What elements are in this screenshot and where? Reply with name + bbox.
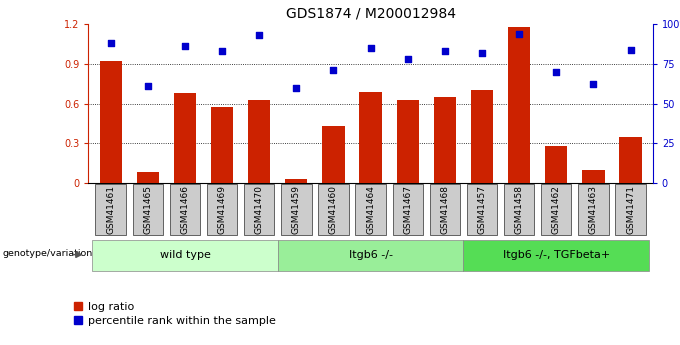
- Bar: [322, 126, 345, 183]
- Point: [180, 43, 190, 49]
- Bar: [545, 146, 567, 183]
- Point: [551, 69, 562, 75]
- FancyBboxPatch shape: [277, 240, 464, 271]
- Bar: [360, 92, 381, 183]
- Bar: [248, 100, 271, 183]
- FancyBboxPatch shape: [92, 240, 277, 271]
- Point: [625, 47, 636, 52]
- Bar: [211, 108, 233, 183]
- FancyBboxPatch shape: [356, 184, 386, 235]
- Bar: [285, 179, 307, 183]
- Text: GSM41470: GSM41470: [255, 185, 264, 234]
- FancyBboxPatch shape: [392, 184, 423, 235]
- Point: [142, 83, 153, 89]
- Point: [588, 82, 599, 87]
- Point: [477, 50, 488, 56]
- Bar: [99, 61, 122, 183]
- Text: GSM41457: GSM41457: [477, 185, 486, 234]
- Bar: [396, 100, 419, 183]
- Point: [403, 56, 413, 62]
- Text: GSM41469: GSM41469: [218, 185, 226, 234]
- Point: [217, 48, 228, 54]
- Legend: log ratio, percentile rank within the sample: log ratio, percentile rank within the sa…: [73, 302, 276, 326]
- FancyBboxPatch shape: [170, 184, 200, 235]
- FancyBboxPatch shape: [207, 184, 237, 235]
- Text: GSM41461: GSM41461: [106, 185, 115, 234]
- Bar: [582, 170, 605, 183]
- Text: wild type: wild type: [160, 250, 210, 259]
- FancyBboxPatch shape: [281, 184, 311, 235]
- Text: GSM41464: GSM41464: [366, 185, 375, 234]
- Bar: [471, 90, 493, 183]
- Text: GSM41466: GSM41466: [180, 185, 190, 234]
- Text: GSM41460: GSM41460: [329, 185, 338, 234]
- Point: [291, 85, 302, 90]
- FancyBboxPatch shape: [244, 184, 275, 235]
- Bar: [508, 27, 530, 183]
- FancyBboxPatch shape: [466, 184, 497, 235]
- Text: GSM41468: GSM41468: [441, 185, 449, 234]
- Bar: [174, 93, 196, 183]
- Point: [439, 48, 450, 54]
- Point: [365, 45, 376, 51]
- Point: [105, 40, 116, 46]
- Point: [328, 67, 339, 73]
- Text: GSM41465: GSM41465: [143, 185, 152, 234]
- FancyBboxPatch shape: [430, 184, 460, 235]
- Text: GSM41462: GSM41462: [551, 185, 561, 234]
- Bar: [619, 137, 642, 183]
- Bar: [434, 97, 456, 183]
- Bar: [137, 172, 159, 183]
- Point: [254, 32, 265, 38]
- Text: GSM41458: GSM41458: [515, 185, 524, 234]
- Text: GSM41459: GSM41459: [292, 185, 301, 234]
- FancyBboxPatch shape: [615, 184, 646, 235]
- Text: Itgb6 -/-: Itgb6 -/-: [349, 250, 392, 259]
- FancyBboxPatch shape: [464, 240, 649, 271]
- FancyBboxPatch shape: [541, 184, 571, 235]
- FancyBboxPatch shape: [578, 184, 609, 235]
- Text: GSM41467: GSM41467: [403, 185, 412, 234]
- Point: [513, 31, 524, 37]
- FancyBboxPatch shape: [318, 184, 349, 235]
- Title: GDS1874 / M200012984: GDS1874 / M200012984: [286, 6, 456, 20]
- Text: Itgb6 -/-, TGFbeta+: Itgb6 -/-, TGFbeta+: [503, 250, 610, 259]
- Text: GSM41463: GSM41463: [589, 185, 598, 234]
- FancyBboxPatch shape: [504, 184, 534, 235]
- Text: genotype/variation: genotype/variation: [3, 249, 93, 258]
- Text: GSM41471: GSM41471: [626, 185, 635, 234]
- FancyBboxPatch shape: [95, 184, 126, 235]
- FancyBboxPatch shape: [133, 184, 163, 235]
